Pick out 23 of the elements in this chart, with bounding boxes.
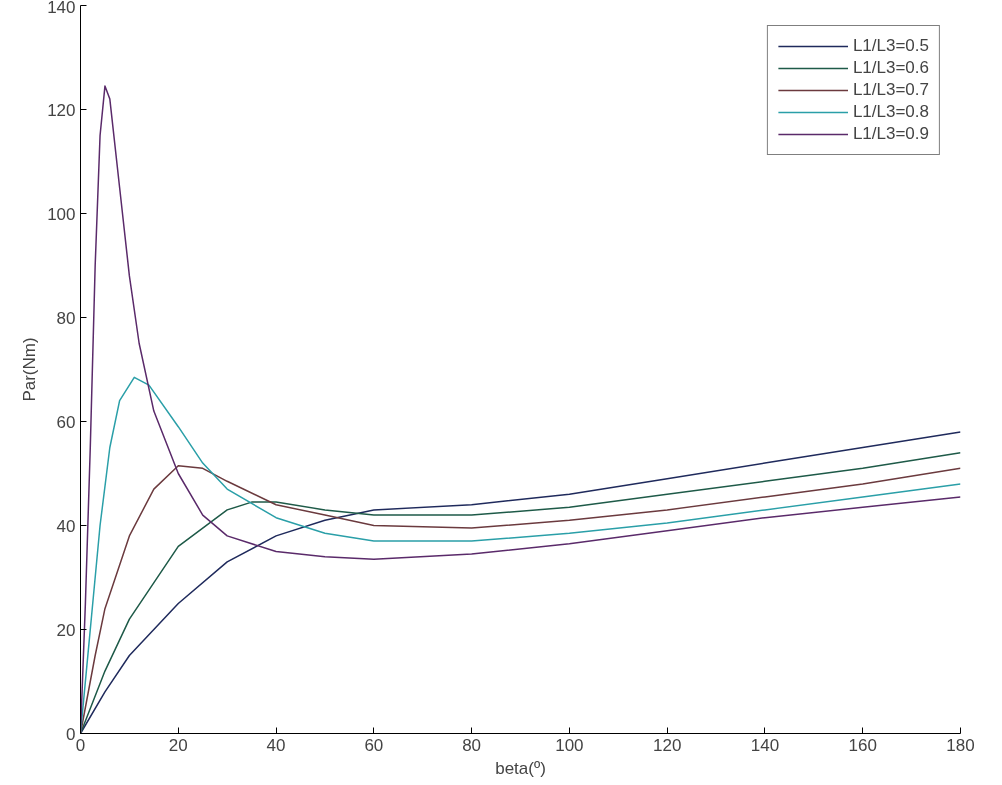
x-tick-label: 20 bbox=[168, 735, 188, 755]
legend-label: L1/L3=0.9 bbox=[852, 124, 929, 144]
y-tick-label: 120 bbox=[47, 100, 76, 120]
x-tick-label: 160 bbox=[848, 735, 877, 755]
y-tick-label: 80 bbox=[56, 308, 76, 328]
legend-label: L1/L3=0.7 bbox=[852, 80, 929, 100]
x-axis-title: beta(º) bbox=[495, 758, 546, 778]
x-tick-label: 80 bbox=[462, 735, 482, 755]
y-tick-label: 60 bbox=[56, 412, 76, 432]
y-tick-label: 100 bbox=[47, 204, 76, 224]
y-axis-title: Par(Nm) bbox=[20, 337, 40, 402]
legend-label: L1/L3=0.8 bbox=[852, 102, 929, 122]
x-tick-label: 140 bbox=[750, 735, 780, 755]
y-tick-label: 40 bbox=[56, 516, 76, 536]
legend-label: L1/L3=0.5 bbox=[852, 36, 929, 56]
x-tick-label: 120 bbox=[652, 735, 682, 755]
x-tick-label: 100 bbox=[555, 735, 584, 755]
x-tick-label: 60 bbox=[364, 735, 384, 755]
legend-label: L1/L3=0.6 bbox=[852, 58, 929, 78]
x-tick-label: 40 bbox=[266, 735, 286, 755]
x-tick-label: 180 bbox=[946, 735, 975, 755]
y-tick-label: 140 bbox=[47, 0, 76, 17]
y-tick-label: 20 bbox=[56, 620, 76, 640]
